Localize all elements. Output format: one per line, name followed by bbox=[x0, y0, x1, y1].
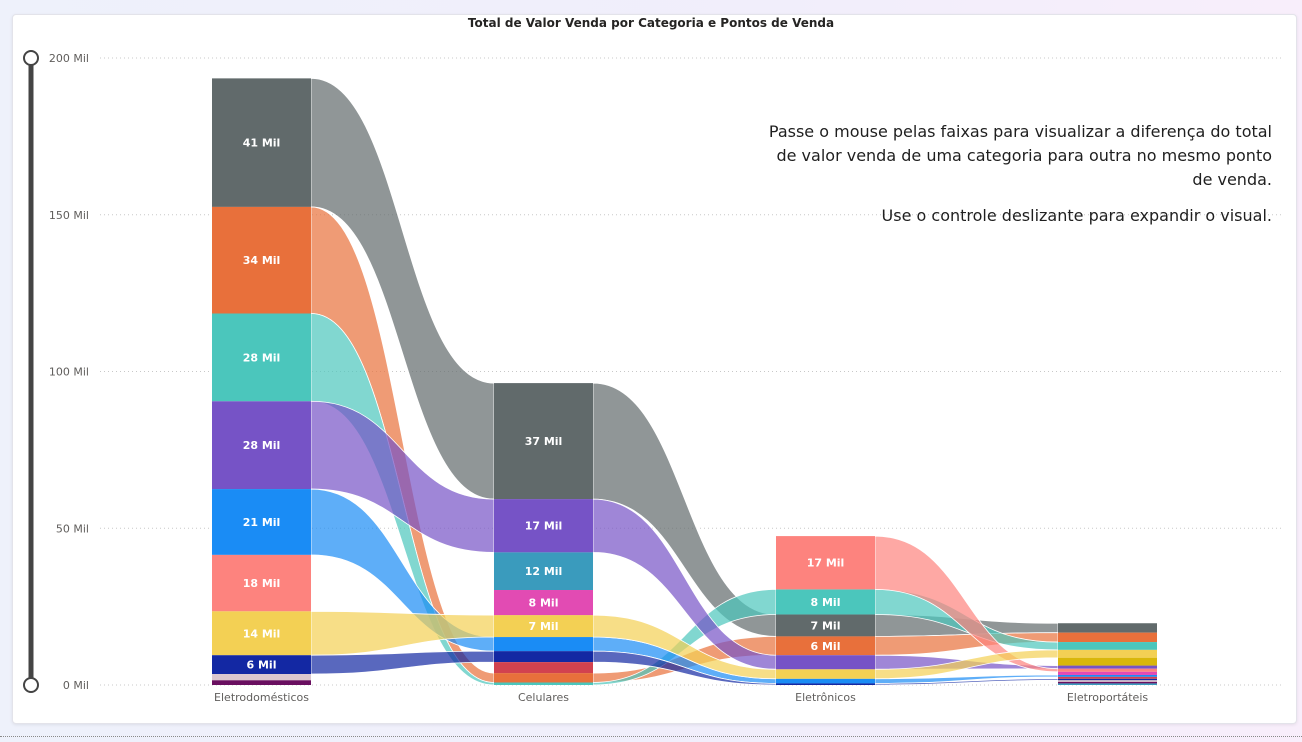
data-label: 34 Mil bbox=[243, 254, 281, 267]
ribbon-layer bbox=[310, 77, 1059, 686]
bar-segment bbox=[1058, 683, 1157, 685]
label-layer: 41 Mil 37 Mil 7 Mil 34 Mil 6 Mil 28 Mil 8 Mil 2… bbox=[214, 137, 1148, 704]
ribbon bbox=[310, 610, 495, 656]
bar-segment bbox=[776, 614, 875, 637]
y-tick-label: 50 Mil bbox=[56, 522, 89, 535]
data-label: 7 Mil bbox=[811, 619, 841, 632]
data-label: 21 Mil bbox=[243, 516, 281, 529]
x-tick-label: Eletrodomésticos bbox=[214, 691, 309, 704]
data-label: 37 Mil bbox=[525, 435, 563, 448]
bar-segment bbox=[1058, 681, 1157, 684]
data-label: 6 Mil bbox=[811, 640, 841, 653]
bar-segment bbox=[212, 489, 311, 555]
bar-segment bbox=[212, 401, 311, 490]
y-tick-label: 200 Mil bbox=[49, 52, 89, 65]
bar-segment bbox=[494, 682, 593, 685]
bar-segment bbox=[1058, 632, 1157, 643]
data-label: 41 Mil bbox=[243, 137, 281, 150]
data-label: 8 Mil bbox=[529, 597, 559, 610]
bar-segment bbox=[494, 662, 593, 674]
data-label: 6 Mil bbox=[247, 659, 277, 672]
instruction-slider: Use o controle deslizante para expandir … bbox=[881, 206, 1272, 225]
y-tick-label: 150 Mil bbox=[49, 209, 89, 222]
bar-segment bbox=[1058, 657, 1157, 666]
bar-segment bbox=[494, 673, 593, 683]
bar-segment bbox=[494, 637, 593, 652]
data-label: 28 Mil bbox=[243, 351, 281, 364]
bar-segment bbox=[776, 589, 875, 615]
bar-segment bbox=[494, 383, 593, 500]
bar-segment bbox=[1058, 649, 1157, 658]
page-divider bbox=[0, 736, 1302, 737]
chart-title: Total de Valor Venda por Categoria e Pon… bbox=[467, 16, 835, 30]
bar-segment bbox=[1058, 642, 1157, 650]
bar-segment bbox=[1058, 665, 1157, 669]
bar-segment bbox=[776, 636, 875, 656]
bar-segment bbox=[776, 669, 875, 679]
bar-segment bbox=[212, 611, 311, 656]
bar-segment bbox=[494, 499, 593, 553]
data-label: 17 Mil bbox=[525, 520, 563, 533]
x-tick-label: Celulares bbox=[518, 691, 569, 704]
grid-layer: 0 Mil 50 Mil 100 Mil 150 Mil 200 Mil bbox=[49, 52, 1283, 692]
bar-segment bbox=[776, 655, 875, 670]
bar-segment bbox=[1058, 678, 1157, 681]
bar-segment bbox=[1058, 671, 1157, 675]
bar-segment bbox=[1058, 674, 1157, 677]
x-tick-label: Eletroportáteis bbox=[1067, 691, 1149, 704]
bar-segment bbox=[776, 683, 875, 685]
bar-segment bbox=[212, 655, 311, 675]
bar-segment bbox=[1058, 676, 1157, 679]
bar-segment bbox=[494, 615, 593, 638]
y-tick-label: 0 Mil bbox=[63, 679, 89, 692]
data-label: 14 Mil bbox=[243, 627, 281, 640]
data-label: 7 Mil bbox=[529, 620, 559, 633]
x-tick-label: Eletrônicos bbox=[795, 691, 856, 704]
zoom-slider bbox=[23, 50, 39, 693]
bar-segment bbox=[494, 590, 593, 616]
slider-handle-top bbox=[23, 50, 39, 66]
bar-segment bbox=[212, 313, 311, 402]
y-tick-label: 100 Mil bbox=[49, 366, 89, 379]
bar-segment bbox=[212, 554, 311, 612]
bar-segment bbox=[776, 536, 875, 590]
data-label: 8 Mil bbox=[811, 596, 841, 609]
bar-segment bbox=[494, 552, 593, 591]
instruction-note: Passe o mouse pelas faixas para visualiz… bbox=[752, 120, 1272, 240]
bar-segment bbox=[212, 674, 311, 681]
bar-segment bbox=[1058, 680, 1157, 682]
instruction-hover: Passe o mouse pelas faixas para visualiz… bbox=[768, 122, 1272, 189]
data-label: 28 Mil bbox=[243, 439, 281, 452]
bar-layer bbox=[212, 78, 1157, 685]
bar-segment bbox=[776, 678, 875, 684]
bar-segment bbox=[212, 78, 311, 207]
data-label: 12 Mil bbox=[525, 565, 563, 578]
bar-segment bbox=[212, 680, 311, 685]
data-label: 18 Mil bbox=[243, 577, 281, 590]
bar-segment bbox=[1058, 623, 1157, 633]
bar-segment bbox=[1058, 668, 1157, 672]
bar-segment bbox=[494, 651, 593, 663]
data-label: 17 Mil bbox=[807, 557, 845, 570]
slider-handle-bottom bbox=[23, 677, 39, 693]
bar-segment bbox=[212, 206, 311, 314]
